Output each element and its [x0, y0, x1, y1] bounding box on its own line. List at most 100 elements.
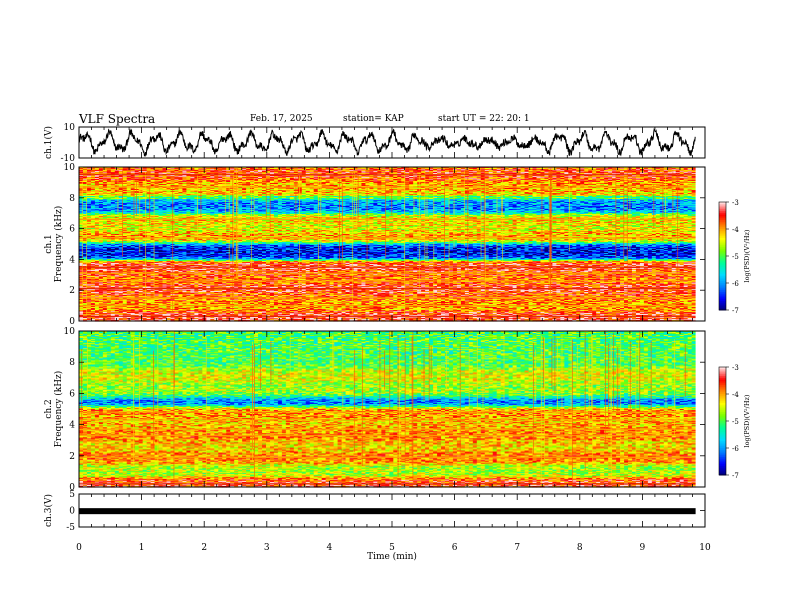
- spectrogram-cell: [532, 172, 538, 174]
- spectrogram-cell: [258, 171, 263, 173]
- spectrogram-cell: [691, 167, 697, 169]
- spectrogram-cell: [214, 171, 219, 173]
- spectrogram-cell: [94, 171, 100, 173]
- spectrogram-cell: [146, 170, 152, 172]
- spectrogram-cell: [512, 169, 518, 171]
- spectrogram-cell: [273, 167, 279, 169]
- spectrogram-cell: [472, 171, 478, 173]
- spectrogram-cell: [106, 167, 112, 169]
- spectrogram-cell: [675, 171, 681, 173]
- spectrogram-cell: [114, 168, 120, 170]
- spectrogram-cell: [592, 170, 597, 172]
- spectrogram-cell: [250, 171, 255, 173]
- spectrogram-cell: [389, 167, 394, 169]
- spectrogram-cell: [194, 172, 199, 174]
- spectrogram-cell: [269, 167, 275, 169]
- spectrogram-cell: [126, 171, 132, 173]
- spectrogram-cell: [496, 170, 502, 172]
- spectrogram-cell: [238, 172, 243, 174]
- spectrogram-cell: [106, 172, 112, 174]
- spectrogram-cell: [82, 173, 88, 175]
- spectrogram-cell: [281, 168, 287, 170]
- spectrogram-cell: [580, 171, 585, 173]
- spectrogram-cell: [464, 172, 470, 174]
- spectrogram-cell: [98, 169, 104, 171]
- spectrogram-cell: [568, 169, 573, 171]
- spectrogram-cell: [627, 171, 633, 173]
- spectrogram-cell: [564, 169, 569, 171]
- y-axis-label: ch.1(V): [43, 126, 54, 159]
- spectrogram-cell: [305, 170, 311, 172]
- spectrogram-cell: [496, 172, 502, 174]
- spectrogram-cell: [281, 170, 287, 172]
- spectrogram-cell: [492, 169, 498, 171]
- spectrogram-cell: [488, 171, 494, 173]
- spectrogram-cell: [444, 167, 450, 169]
- spectrogram-cell: [313, 169, 319, 171]
- spectrogram-cell: [210, 167, 215, 169]
- spectrogram-cell: [405, 167, 410, 169]
- spectrogram-cell: [524, 172, 530, 174]
- spectrogram-cell: [333, 172, 339, 174]
- spectrogram-cell: [663, 168, 669, 170]
- spectrogram-cell: [675, 172, 681, 174]
- spectrogram-cell: [329, 172, 335, 174]
- spectrogram-cell: [317, 172, 323, 174]
- station-label: station= KAP: [343, 114, 404, 124]
- spectrogram-cell: [452, 170, 458, 172]
- spectrogram-cell: [437, 167, 442, 169]
- spectrogram-cell: [158, 172, 164, 174]
- spectrogram-cell: [162, 167, 168, 169]
- spectrogram-cell: [624, 172, 629, 174]
- spectrogram-cell: [456, 171, 462, 173]
- spectrogram-cell: [357, 172, 363, 174]
- spectrogram-cell: [488, 168, 494, 170]
- spectrogram-cell: [552, 171, 557, 173]
- spectrogram-cell: [190, 167, 195, 169]
- spectrogram-cell: [273, 169, 279, 171]
- spectrogram-cell: [341, 170, 347, 172]
- spectrogram-cell: [94, 169, 100, 171]
- spectrogram-cell: [444, 172, 450, 174]
- spectrogram-cell: [596, 169, 601, 171]
- spectrogram-cell: [389, 169, 394, 171]
- spectrogram-cell: [357, 171, 363, 173]
- spectrogram-cell: [102, 170, 108, 172]
- spectrogram-cell: [687, 169, 693, 171]
- spectrogram-cell: [500, 171, 506, 173]
- spectrogram-cell: [90, 167, 96, 169]
- spectrogram-cell: [130, 167, 136, 169]
- spectrogram-cell: [576, 167, 581, 169]
- spectrogram-cell: [671, 168, 677, 170]
- spectrogram-cell: [337, 172, 343, 174]
- spectrogram-cell: [540, 170, 546, 172]
- spectrogram-cell: [365, 167, 371, 169]
- spectrogram-cell: [285, 168, 291, 170]
- spectrogram-cell: [174, 170, 180, 172]
- spectrogram-cell: [166, 168, 172, 170]
- spectrogram-cell: [106, 169, 112, 171]
- spectrogram-cell: [114, 167, 120, 169]
- spectrogram-cell: [349, 172, 355, 174]
- spectrogram-cell: [154, 170, 160, 172]
- spectrogram-cell: [484, 170, 490, 172]
- spectrogram-cell: [528, 170, 534, 172]
- spectrogram-cell: [620, 169, 625, 171]
- spectrogram-cell: [425, 169, 430, 171]
- spectrogram-cell: [492, 168, 498, 170]
- spectrogram-cell: [345, 169, 351, 171]
- spectrogram-cell: [258, 169, 263, 171]
- spectrogram-cell: [413, 167, 418, 169]
- spectrogram-cell: [456, 169, 462, 171]
- spectrogram-cell: [333, 167, 339, 169]
- spectrogram-cell: [504, 170, 510, 172]
- spectrogram-cell: [210, 170, 215, 172]
- spectrogram-cell: [106, 171, 112, 173]
- spectrogram-cell: [90, 171, 96, 173]
- spectrogram-cell: [158, 167, 164, 169]
- spectrogram-cell: [79, 173, 84, 175]
- spectrogram-cell: [254, 171, 259, 173]
- spectrogram-cell: [500, 167, 506, 169]
- spectrogram-cell: [429, 172, 434, 174]
- spectrogram-cell: [246, 170, 251, 172]
